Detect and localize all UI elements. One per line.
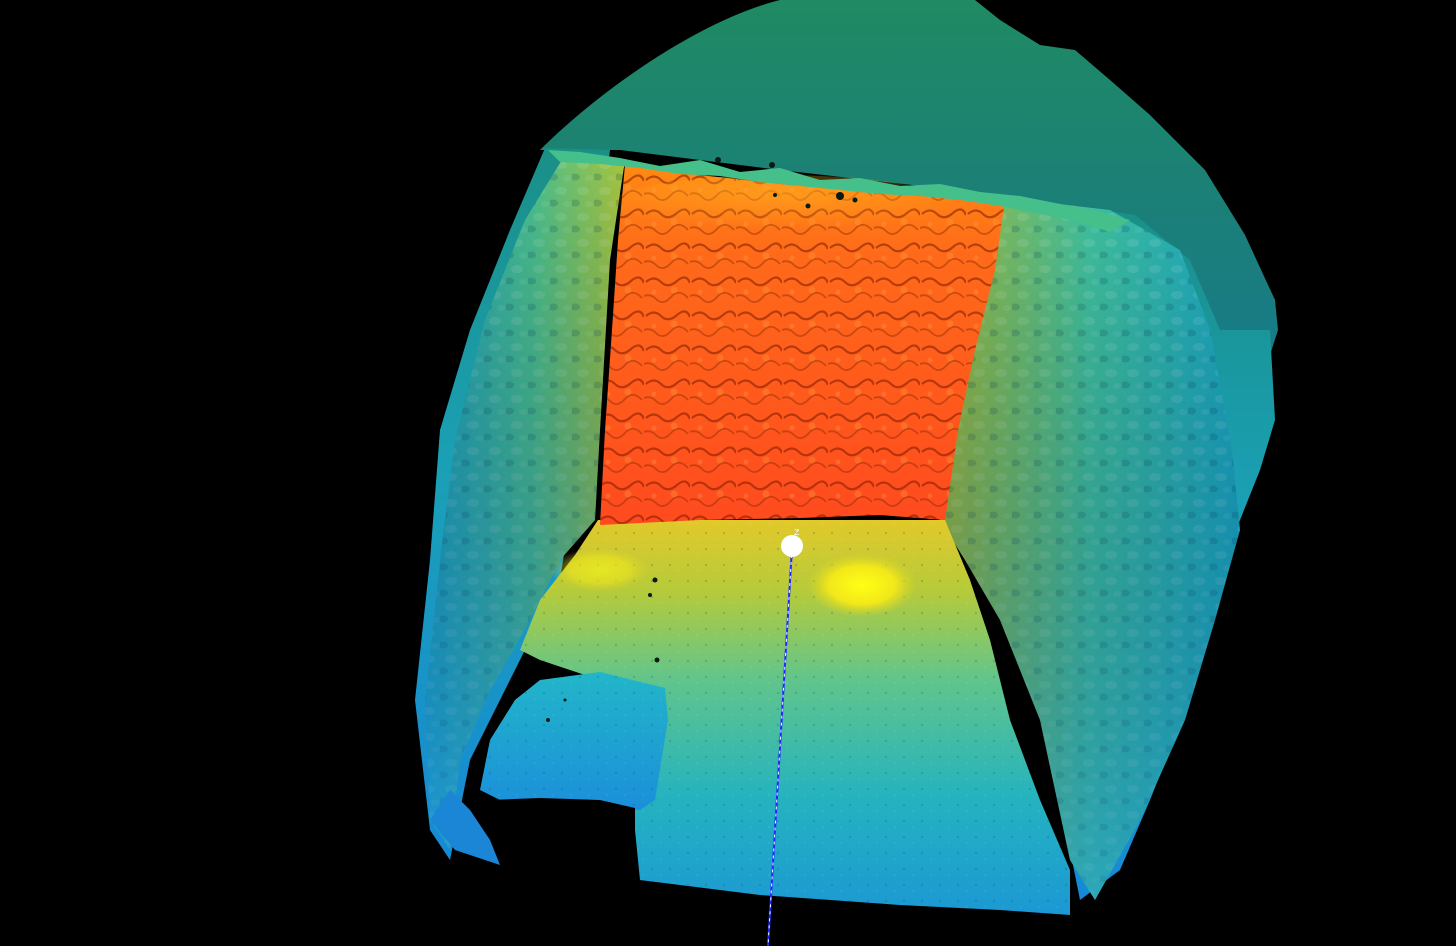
ceiling-shell <box>540 0 1278 380</box>
floor-texture <box>520 520 1070 915</box>
z-axis-line <box>767 547 793 946</box>
left-wall-shade <box>425 155 625 850</box>
lower-left-edge <box>430 790 500 865</box>
yellow-bump <box>807 553 917 617</box>
step-texture <box>480 672 668 810</box>
axis-origin-marker[interactable] <box>781 535 803 557</box>
yellow-bump-left <box>550 548 650 592</box>
right-wall-shade <box>940 198 1240 900</box>
mesh-hole <box>488 798 635 880</box>
back-wall-texture <box>600 165 1005 525</box>
z-axis-label: z <box>794 527 799 538</box>
ceiling-rim <box>548 150 1130 232</box>
rim-specks <box>546 157 858 722</box>
